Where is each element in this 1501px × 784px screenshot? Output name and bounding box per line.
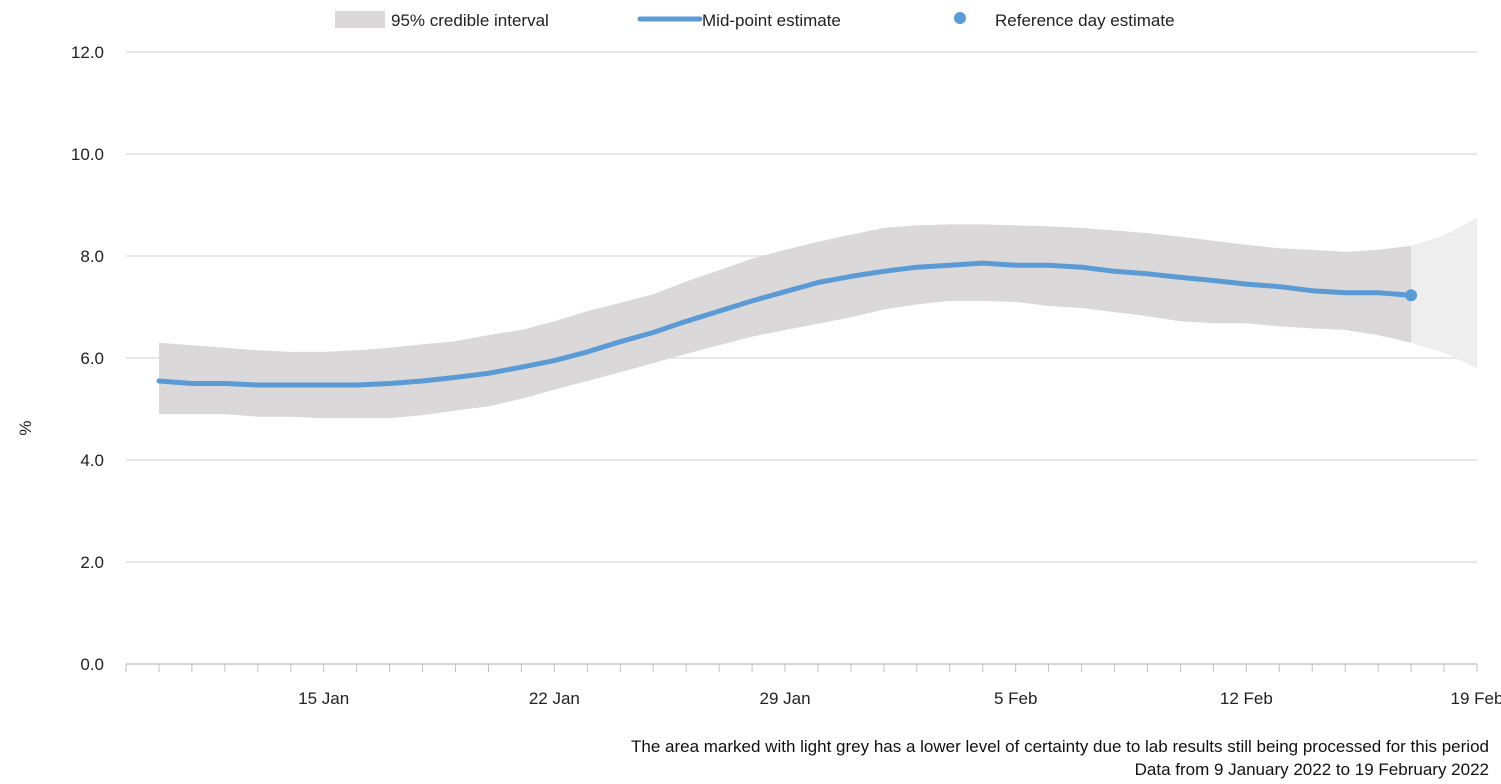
legend-interval-swatch: [335, 11, 385, 28]
y-tick-label: 10.0: [71, 145, 104, 164]
x-tick-label: 15 Jan: [298, 689, 349, 708]
x-tick-label: 22 Jan: [529, 689, 580, 708]
x-tick-label: 5 Feb: [994, 689, 1037, 708]
data-range-note: Data from 9 January 2022 to 19 February …: [1134, 760, 1489, 779]
legend-interval-label: 95% credible interval: [391, 11, 549, 30]
reference-day-point: [1405, 289, 1418, 302]
legend: 95% credible interval Mid-point estimate…: [335, 11, 1175, 30]
credible-interval-area: [159, 224, 1412, 419]
y-tick-label: 12.0: [71, 43, 104, 62]
y-axis: % 0.0 2.0 4.0 6.0 8.0 10.0 12.0: [16, 43, 104, 674]
plot-area: [156, 217, 1477, 419]
x-tick-label: 19 Feb: [1451, 689, 1501, 708]
x-tick-label: 12 Feb: [1220, 689, 1273, 708]
y-tick-label: 4.0: [80, 451, 104, 470]
midpoint-estimate-line: [156, 260, 1414, 388]
legend-reference-label: Reference day estimate: [995, 11, 1175, 30]
y-tick-label: 2.0: [80, 553, 104, 572]
y-tick-label: 8.0: [80, 247, 104, 266]
uncertain-interval-area: [1411, 217, 1477, 369]
legend-midpoint-label: Mid-point estimate: [702, 11, 841, 30]
y-tick-label: 0.0: [80, 655, 104, 674]
x-axis: 15 Jan 22 Jan 29 Jan 5 Feb 12 Feb 19 Feb: [125, 663, 1501, 708]
uncertainty-note: The area marked with light grey has a lo…: [631, 737, 1489, 756]
x-tick-label: 29 Jan: [760, 689, 811, 708]
y-tick-label: 6.0: [80, 349, 104, 368]
y-axis-title: %: [16, 420, 35, 435]
legend-reference-dot: [954, 12, 966, 24]
